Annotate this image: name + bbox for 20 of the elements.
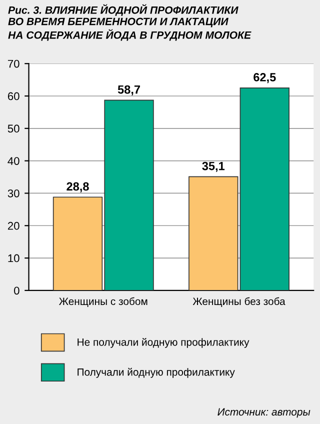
bar xyxy=(188,176,238,290)
chart-title: Рис. 3. ВЛИЯНИЕ ЙОДНОЙ ПРОФИЛАКТИКИ ВО ВРЕМЯ БЕРЕМЕННОСТИ И ЛАКТАЦИИ НА СОДЕРЖАНИЕ ЙОДА В ГРУДНОМ МОЛОКЕ xyxy=(8,4,252,41)
bar xyxy=(240,87,290,290)
x-tick-label: Женщины с зобом xyxy=(59,297,148,308)
text: Источник: авторы xyxy=(218,408,310,418)
y-tick-label: 0 xyxy=(14,286,20,295)
data-label: 58,7 xyxy=(118,85,140,96)
y-tick-label: 10 xyxy=(8,254,20,262)
legend-label: Получали йодную профилактику xyxy=(78,368,235,378)
data-label: 35,1 xyxy=(202,162,225,172)
legend-label: Не получали йодную профилактику xyxy=(78,338,250,348)
y-tick-label: 30 xyxy=(8,189,20,198)
y-tick-label: 60 xyxy=(8,92,20,100)
data-label: 62,5 xyxy=(254,73,276,84)
y-tick-label: 20 xyxy=(8,222,20,230)
y-tick-label: 40 xyxy=(8,157,20,165)
data-label: 28,8 xyxy=(66,182,89,192)
y-tick-label: 50 xyxy=(8,124,20,133)
x-tick-label: Женщины без зоба xyxy=(192,297,286,308)
y-tick-label: 70 xyxy=(8,60,20,68)
